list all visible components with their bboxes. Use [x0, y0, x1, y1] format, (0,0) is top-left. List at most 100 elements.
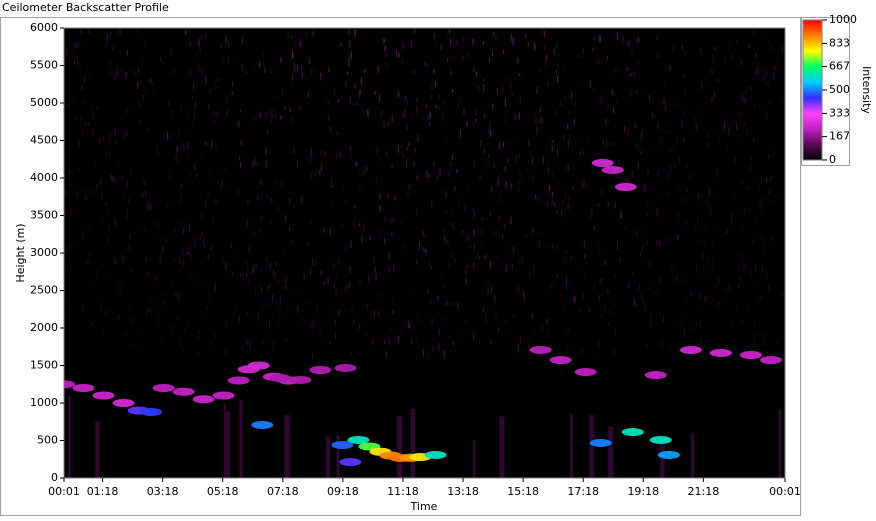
noise [173, 258, 176, 262]
noise [597, 242, 599, 248]
noise [659, 137, 661, 145]
noise [388, 338, 390, 345]
noise [453, 56, 455, 60]
noise [758, 185, 760, 191]
noise [700, 240, 703, 245]
noise [677, 212, 680, 218]
noise [539, 117, 541, 124]
noise [200, 35, 202, 41]
noise [170, 291, 173, 298]
noise [368, 275, 370, 284]
noise [700, 339, 702, 345]
noise [208, 104, 210, 109]
noise [627, 283, 630, 288]
noise [367, 113, 369, 119]
noise [453, 222, 455, 230]
noise [473, 229, 475, 237]
noise [373, 310, 376, 317]
noise [534, 46, 536, 51]
noise [348, 282, 350, 289]
noise [483, 83, 485, 92]
noise [756, 295, 758, 301]
noise [170, 111, 173, 118]
colorbar-tick-label: 833 [829, 36, 850, 49]
noise [463, 107, 465, 116]
noise [716, 170, 718, 176]
noise [544, 62, 547, 66]
noise [768, 330, 770, 338]
noise [398, 52, 400, 58]
noise [773, 65, 776, 71]
noise [669, 65, 671, 70]
chart-title: Ceilometer Backscatter Profile [2, 1, 169, 14]
noise [162, 245, 164, 253]
noise [573, 296, 576, 301]
noise [765, 111, 768, 120]
noise [605, 118, 607, 125]
noise [228, 186, 230, 191]
noise [101, 294, 103, 301]
noise [700, 47, 702, 55]
noise [487, 287, 489, 296]
noise [231, 271, 233, 278]
noise [90, 281, 92, 288]
noise [657, 172, 659, 178]
noise [258, 181, 260, 190]
noise [207, 192, 209, 198]
noise [78, 165, 81, 171]
noise [205, 200, 207, 208]
noise [363, 224, 365, 232]
noise [415, 337, 418, 343]
noise [733, 120, 735, 125]
noise [309, 157, 312, 164]
noise [728, 43, 730, 51]
noise [85, 74, 87, 83]
noise [121, 175, 123, 182]
noise [598, 340, 600, 348]
noise [701, 134, 703, 138]
noise [712, 333, 714, 339]
noise [344, 248, 346, 255]
noise [269, 262, 272, 269]
noise [726, 143, 729, 151]
noise [249, 341, 251, 349]
noise [686, 187, 688, 192]
x-tick-label: 21:18 [688, 485, 720, 498]
noise [647, 212, 649, 217]
noise [442, 284, 444, 289]
noise [487, 281, 489, 285]
noise [216, 110, 218, 119]
noise [311, 68, 313, 74]
noise [612, 106, 615, 113]
noise [272, 269, 275, 276]
noise [327, 100, 329, 106]
noise [156, 221, 158, 228]
noise [391, 164, 393, 168]
noise [126, 50, 129, 56]
noise [699, 292, 701, 300]
noise [249, 343, 251, 347]
noise [323, 228, 325, 233]
noise [637, 161, 639, 169]
noise [405, 158, 408, 167]
noise [79, 116, 81, 125]
noise [615, 101, 617, 105]
noise [498, 174, 501, 178]
noise [534, 329, 536, 334]
colorbar-tick-label: 0 [829, 153, 836, 166]
noise [483, 78, 485, 83]
noise [193, 82, 195, 91]
noise [757, 68, 759, 75]
noise [750, 164, 752, 171]
noise [597, 97, 600, 105]
noise [320, 149, 322, 155]
noise [498, 177, 500, 186]
noise [359, 222, 361, 226]
noise [705, 77, 707, 84]
noise [388, 269, 391, 273]
noise [130, 171, 132, 176]
x-tick-label: 05:18 [207, 485, 239, 498]
noise [712, 240, 714, 248]
noise [330, 307, 332, 313]
noise [567, 328, 569, 334]
